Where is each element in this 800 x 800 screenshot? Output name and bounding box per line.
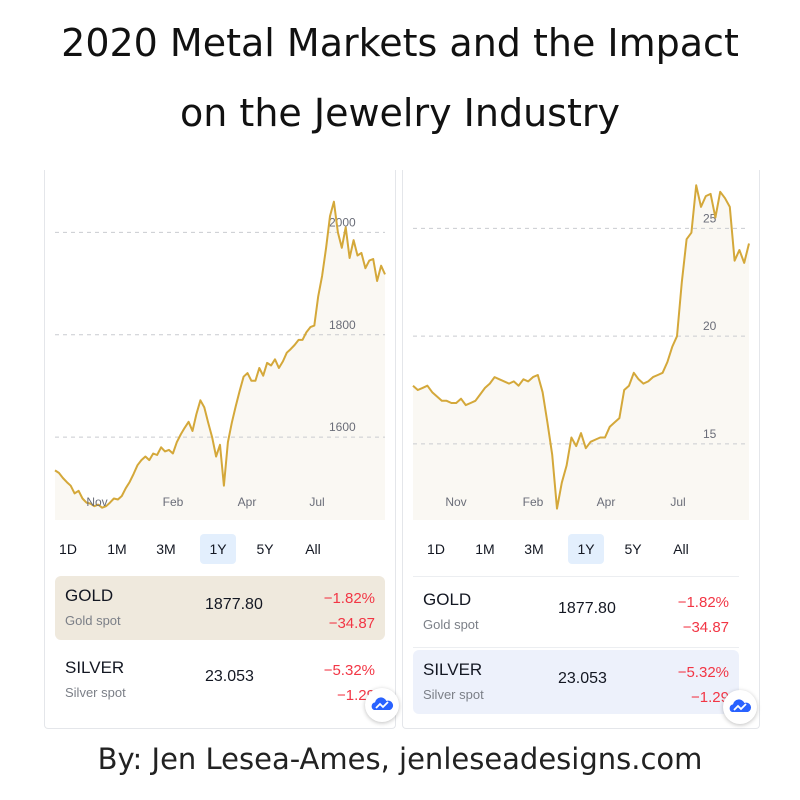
x-tick-label: Feb xyxy=(523,495,544,509)
silver-chart: 15 20 25 Nov Feb Apr Jul xyxy=(412,184,750,521)
silver-price: 23.053 xyxy=(205,668,254,685)
area-fill xyxy=(413,185,749,521)
x-tick-label: Apr xyxy=(238,495,257,509)
tab-3m[interactable]: 3M xyxy=(524,541,544,557)
gold-symbol: GOLD xyxy=(65,586,114,605)
author-credit: By: Jen Lesea-Ames, jenleseadesigns.com xyxy=(97,742,703,776)
cloud-chart-icon[interactable] xyxy=(365,688,399,722)
gold-symbol: GOLD xyxy=(423,590,472,609)
tab-1y[interactable]: 1Y xyxy=(200,534,236,564)
divider xyxy=(413,576,739,577)
x-tick-label: Nov xyxy=(86,495,107,509)
y-tick-label: 1600 xyxy=(329,420,356,434)
tab-1d[interactable]: 1D xyxy=(427,541,445,557)
tab-1d[interactable]: 1D xyxy=(59,541,77,557)
tab-all[interactable]: All xyxy=(673,541,689,557)
y-tick-label: 2000 xyxy=(329,215,356,229)
tab-1m[interactable]: 1M xyxy=(107,541,127,557)
tab-all[interactable]: All xyxy=(305,541,321,557)
gold-quote-row[interactable]: GOLD Gold spot 1877.80 −1.82% −34.87 xyxy=(55,576,385,640)
x-tick-label: Feb xyxy=(163,495,184,509)
silver-panel: 15 20 25 Nov Feb Apr Jul 1D 1M 3M 1Y 5Y All GO… xyxy=(402,170,760,729)
silver-quote-row[interactable]: SILVER Silver spot 23.053 −5.32% −1.29 xyxy=(55,648,385,712)
tab-5y[interactable]: 5Y xyxy=(624,541,642,557)
x-tick-label: Jul xyxy=(309,495,324,509)
silver-description: Silver spot xyxy=(423,687,484,702)
tab-1m[interactable]: 1M xyxy=(475,541,495,557)
gold-price: 1877.80 xyxy=(205,596,263,613)
gold-change-percent: −1.82% xyxy=(323,590,375,607)
area-fill xyxy=(55,201,385,520)
y-tick-label: 15 xyxy=(703,427,717,441)
gold-description: Gold spot xyxy=(423,617,479,632)
gold-chart: 1600 1800 2000 Nov Feb Apr Jul xyxy=(54,200,386,520)
silver-price: 23.053 xyxy=(558,670,607,687)
silver-change: −1.29 xyxy=(691,689,729,706)
tab-3m[interactable]: 3M xyxy=(156,541,176,557)
gold-change: −34.87 xyxy=(328,615,375,632)
y-tick-label: 25 xyxy=(703,211,717,225)
page-subtitle: on the Jewelry Industry xyxy=(180,91,620,135)
gold-quote-row[interactable]: GOLD Gold spot 1877.80 −1.82% −34.87 xyxy=(413,580,739,644)
gold-change-percent: −1.82% xyxy=(677,594,729,611)
page-title: 2020 Metal Markets and the Impact xyxy=(61,21,739,65)
y-tick-label: 20 xyxy=(703,319,717,333)
cloud-chart-icon[interactable] xyxy=(723,690,757,724)
silver-change-percent: −5.32% xyxy=(323,662,375,679)
x-tick-label: Apr xyxy=(597,495,616,509)
price-line xyxy=(54,200,386,509)
x-tick-label: Nov xyxy=(445,495,466,509)
y-tick-label: 1800 xyxy=(329,318,356,332)
silver-description: Silver spot xyxy=(65,685,126,700)
silver-quote-row[interactable]: SILVER Silver spot 23.053 −5.32% −1.29 xyxy=(413,650,739,714)
x-tick-label: Jul xyxy=(670,495,685,509)
gold-change: −34.87 xyxy=(682,619,729,636)
gold-panel: 1600 1800 2000 Nov Feb Apr Jul 1D 1M 3M 1Y 5Y … xyxy=(44,170,399,729)
gold-price: 1877.80 xyxy=(558,600,616,617)
divider xyxy=(413,647,739,648)
gold-description: Gold spot xyxy=(65,613,121,628)
silver-symbol: SILVER xyxy=(423,660,483,679)
tab-5y[interactable]: 5Y xyxy=(256,541,274,557)
silver-change-percent: −5.32% xyxy=(677,664,729,681)
price-line xyxy=(412,184,750,510)
silver-symbol: SILVER xyxy=(65,658,125,677)
tab-1y[interactable]: 1Y xyxy=(568,534,604,564)
